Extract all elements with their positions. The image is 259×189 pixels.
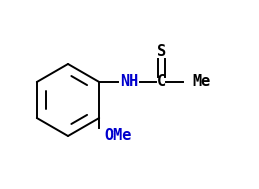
Text: C: C xyxy=(157,74,166,90)
Text: S: S xyxy=(157,44,166,60)
Text: Me: Me xyxy=(192,74,210,90)
Text: OMe: OMe xyxy=(104,129,132,143)
Text: NH: NH xyxy=(120,74,138,90)
